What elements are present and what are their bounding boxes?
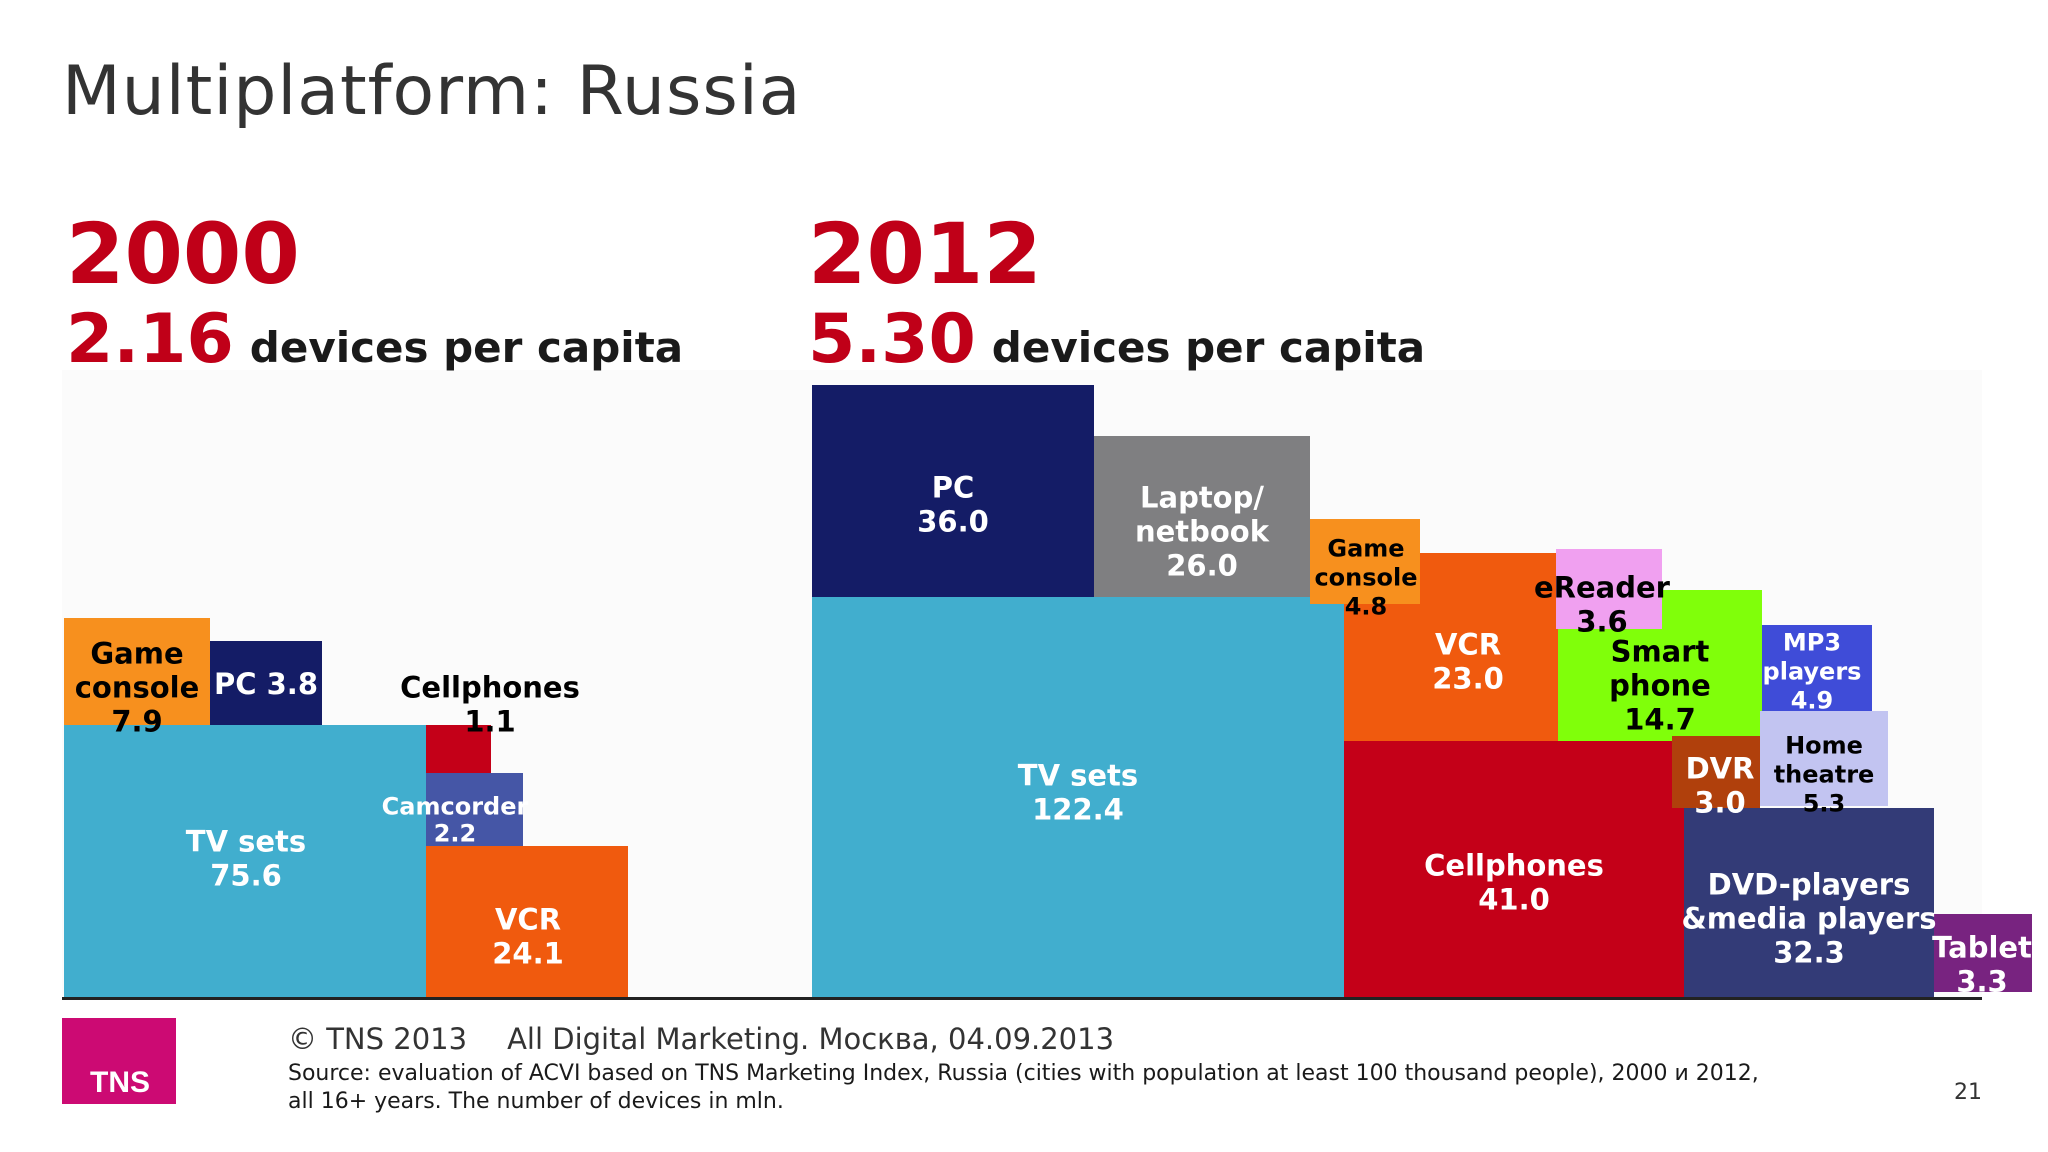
tile-2000-game-console-label-1: Game bbox=[90, 637, 183, 671]
tile-2012-home-theatre-rect bbox=[1760, 711, 1888, 806]
tile-2012-vcr-value: 23.0 bbox=[1432, 662, 1504, 696]
tile-2012-smart-phone-label-2: phone bbox=[1609, 669, 1711, 703]
tile-2012-cellphones-value: 41.0 bbox=[1478, 883, 1550, 917]
tile-2012-mp3-players-value: 4.9 bbox=[1791, 687, 1834, 715]
tile-2012-vcr-label-1: VCR bbox=[1435, 628, 1501, 662]
tile-2012-pc bbox=[812, 385, 1094, 597]
tile-2012-home-theatre-value: 5.3 bbox=[1803, 790, 1846, 818]
tns-logo-text: TNS bbox=[90, 1066, 150, 1099]
tile-2012-tablet bbox=[1934, 914, 2032, 992]
tile-2000-tv-sets-rect bbox=[64, 725, 426, 997]
tile-2012-tablet-rect bbox=[1934, 914, 2032, 992]
tile-2012-ereader-value: 3.6 bbox=[1576, 605, 1627, 639]
tile-2012-dvr-label-1: DVR bbox=[1686, 752, 1755, 786]
tile-2012-cellphones-label-1: Cellphones bbox=[1424, 849, 1604, 883]
tile-2000-pc-rect bbox=[210, 641, 322, 725]
tile-2012-tv-sets-rect bbox=[812, 597, 1344, 997]
tile-2012-tablet-value: 3.3 bbox=[1956, 965, 2007, 999]
tile-2012-ereader-rect bbox=[1556, 549, 1662, 629]
tile-2000-pc-label: PC 3.8 bbox=[214, 667, 318, 701]
tile-2000-game-console-rect bbox=[64, 618, 210, 725]
tile-2012-home-theatre bbox=[1760, 711, 1888, 806]
tile-2012-cellphones bbox=[1344, 741, 1684, 997]
source-line-1: Source: evaluation of ACVI based on TNS … bbox=[288, 1061, 1759, 1086]
tile-2012-laptop-netbook-value: 26.0 bbox=[1166, 549, 1238, 583]
copyright-text: © TNS 2013 bbox=[288, 1022, 468, 1056]
tile-2012-game-console-value: 4.8 bbox=[1345, 593, 1388, 621]
tile-2012-tv-sets-value: 122.4 bbox=[1032, 793, 1124, 827]
tns-logo: TNS bbox=[62, 1018, 176, 1104]
tile-2000-vcr-label-1: VCR bbox=[495, 903, 561, 937]
tile-2012-home-theatre-label-1: Home bbox=[1785, 732, 1863, 760]
tile-2012-pc-rect bbox=[812, 385, 1094, 597]
tile-2012-home-theatre-label-2: theatre bbox=[1774, 761, 1875, 789]
tile-2012-tv-sets bbox=[812, 597, 1344, 997]
tile-2000-cellphones-value: 1.1 bbox=[464, 705, 515, 739]
tile-2012-smart-phone-label-1: Smart bbox=[1611, 635, 1710, 669]
tile-2012-tablet-label-1: Tablet bbox=[1932, 931, 2032, 965]
footer-info: © TNS 2013 All Digital Marketing. Москва,… bbox=[288, 1022, 1114, 1056]
tile-2012-smart-phone-value: 14.7 bbox=[1624, 703, 1696, 737]
tile-2000-pc bbox=[210, 641, 322, 725]
tile-2000-vcr bbox=[426, 846, 628, 997]
tile-2012-dvd-players-media-players-label-2: &media players bbox=[1681, 902, 1936, 936]
tile-2012-laptop-netbook-label-2: netbook bbox=[1135, 515, 1270, 549]
tile-2012-cellphones-rect bbox=[1344, 741, 1684, 997]
tile-2000-vcr-rect bbox=[426, 846, 628, 997]
tile-2012-game-console-label-2: console bbox=[1314, 564, 1417, 592]
year-2000-heading: 2000 bbox=[66, 205, 300, 303]
devices-per-capita-2000-text: devices per capita bbox=[249, 323, 684, 372]
tile-2012-mp3-players bbox=[1762, 625, 1872, 711]
tile-2000-game-console-value: 7.9 bbox=[111, 705, 162, 739]
tile-2000-cellphones-rect bbox=[426, 725, 491, 773]
tile-2012-pc-value: 36.0 bbox=[917, 505, 989, 539]
tile-2000-tv-sets bbox=[64, 725, 426, 997]
tile-2012-dvd-players-media-players-value: 32.3 bbox=[1773, 936, 1845, 970]
tile-2000-game-console-label-2: console bbox=[75, 671, 200, 705]
devices-per-capita-2000-value: 2.16 bbox=[66, 300, 234, 379]
devices-per-capita-2012-text: devices per capita bbox=[991, 323, 1426, 372]
page-number: 21 bbox=[1954, 1080, 1982, 1105]
tile-2012-laptop-netbook bbox=[1094, 436, 1310, 597]
event-text: All Digital Marketing. Москва, 04.09.201… bbox=[507, 1022, 1115, 1056]
tile-2012-game-console bbox=[1310, 519, 1420, 604]
tile-2012-dvd-players-media-players-label-1: DVD-players bbox=[1708, 868, 1911, 902]
tile-2000-tv-sets-value: 75.6 bbox=[210, 859, 282, 893]
tile-2012-pc-label-1: PC bbox=[932, 471, 975, 505]
tile-2012-tv-sets-label-1: TV sets bbox=[1018, 759, 1138, 793]
source-note: Source: evaluation of ACVI based on TNS … bbox=[288, 1060, 1868, 1116]
slide-title: Multiplatform: Russia bbox=[62, 52, 802, 131]
tile-2000-camcorder-rect bbox=[426, 773, 523, 846]
tile-2012-mp3-players-label-2: players bbox=[1763, 658, 1862, 686]
tile-2000-tv-sets-label-1: TV sets bbox=[186, 825, 306, 859]
tile-2012-dvd-players-media-players-rect bbox=[1684, 808, 1934, 997]
tile-2012-laptop-netbook-label-1: Laptop/ bbox=[1140, 481, 1264, 515]
tile-2000-vcr-value: 24.1 bbox=[492, 937, 564, 971]
tile-2012-dvr-rect bbox=[1672, 736, 1760, 808]
tile-2000-cellphones bbox=[426, 725, 491, 773]
tile-2012-dvd-players-media-players bbox=[1684, 808, 1934, 997]
tile-2000-game-console bbox=[64, 618, 210, 725]
tile-2012-dvr-value: 3.0 bbox=[1694, 786, 1745, 820]
devices-per-capita-2012-value: 5.30 bbox=[808, 300, 976, 379]
tile-2012-game-console-label-1: Game bbox=[1327, 535, 1404, 563]
tile-2012-dvr bbox=[1672, 736, 1760, 808]
tile-2000-camcorder-label-1: Camcorder bbox=[382, 793, 529, 821]
tile-2012-laptop-netbook-rect bbox=[1094, 436, 1310, 597]
tile-2000-camcorder bbox=[426, 773, 523, 846]
year-2012-heading: 2012 bbox=[808, 205, 1042, 303]
tile-2012-mp3-players-rect bbox=[1762, 625, 1872, 711]
tile-2000-camcorder-value: 2.2 bbox=[434, 820, 477, 848]
tile-2012-game-console-rect bbox=[1310, 519, 1420, 604]
tile-2012-ereader-label-1: eReader bbox=[1534, 571, 1671, 605]
devices-per-capita-2000: 2.16 devices per capita bbox=[66, 306, 683, 374]
chart-baseline bbox=[62, 997, 1982, 1000]
tile-2012-ereader bbox=[1556, 549, 1662, 629]
tile-2000-cellphones-label-1: Cellphones bbox=[400, 671, 580, 705]
source-line-2: all 16+ years. The number of devices in … bbox=[288, 1089, 784, 1114]
devices-per-capita-2012: 5.30 devices per capita bbox=[808, 306, 1425, 374]
tile-2012-mp3-players-label-1: MP3 bbox=[1783, 629, 1841, 657]
